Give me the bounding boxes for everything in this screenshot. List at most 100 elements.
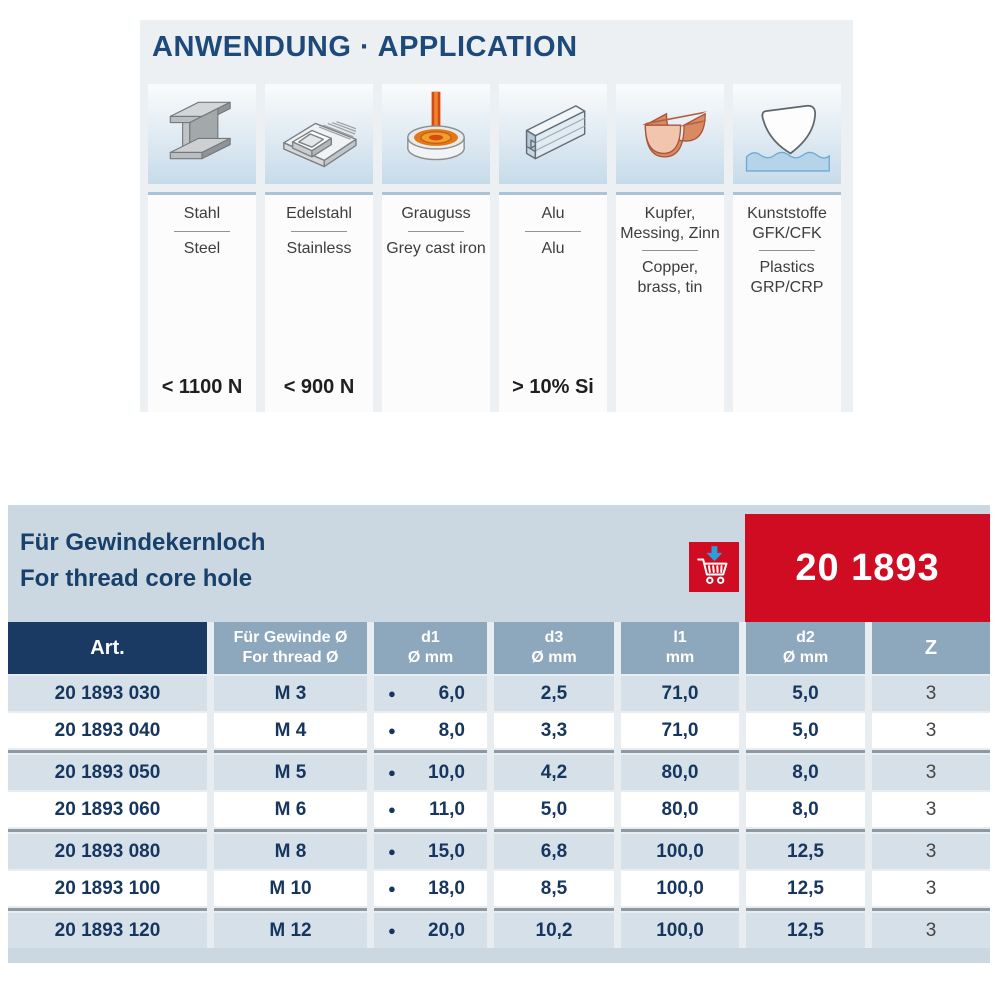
article-number-badge: 20 1893 [745, 514, 990, 622]
cell-art: 20 1893 100 [8, 871, 207, 906]
availability-dot-icon: ● [388, 686, 396, 701]
availability-dot-icon: ● [388, 765, 396, 780]
cell-thread: M 4 [214, 713, 367, 748]
material-name-de: Alu [541, 205, 565, 222]
group-separator [746, 829, 865, 832]
column-header-d2: d2 Ø mm [746, 622, 865, 674]
cell-d2: 12,5 [746, 913, 865, 948]
cell-z: 3 [872, 913, 990, 948]
availability-dot-icon: ● [388, 723, 396, 738]
column-header-l1: l1 mm [621, 622, 739, 674]
column-header-thread: Für Gewinde Ø For thread Ø [214, 622, 367, 674]
cell-d1-value: 18,0 [428, 877, 465, 899]
cell-l1: 71,0 [621, 713, 739, 748]
cell-d1-value: 20,0 [428, 919, 465, 941]
availability-dot-icon: ● [388, 802, 396, 817]
application-tiles [148, 84, 841, 184]
label-divider [642, 250, 698, 252]
cell-d1: ● 11,0 [374, 792, 487, 827]
material-note: > 10% Si [512, 376, 594, 398]
group-separator [746, 750, 865, 753]
application-section: ANWENDUNG · APPLICATION Stahl Steel < 1100… [140, 20, 853, 412]
cell-l1: 80,0 [621, 755, 739, 790]
material-name-de: Kunststoffe GFK/CFK [747, 205, 827, 242]
cell-l1: 100,0 [621, 871, 739, 906]
cell-z: 3 [872, 755, 990, 790]
cell-d3: 8,5 [494, 871, 614, 906]
cell-d1: ● 18,0 [374, 871, 487, 906]
label-divider [291, 230, 347, 232]
cell-z: 3 [872, 834, 990, 869]
material-tile-5 [616, 84, 724, 184]
cell-d3: 5,0 [494, 792, 614, 827]
group-separator [494, 829, 614, 832]
label-divider [174, 230, 230, 232]
cell-z: 3 [872, 792, 990, 827]
cell-art: 20 1893 030 [8, 676, 207, 711]
cell-thread: M 5 [214, 755, 367, 790]
cell-art: 20 1893 060 [8, 792, 207, 827]
cell-z: 3 [872, 871, 990, 906]
group-separator [621, 750, 739, 753]
material-label-column-1: Stahl Steel < 1100 N [148, 192, 256, 412]
cell-d3: 3,3 [494, 713, 614, 748]
application-title: ANWENDUNG · APPLICATION [152, 31, 578, 63]
product-title-de: Für Gewindekernloch [20, 529, 266, 556]
aluminium-profile-icon [509, 90, 597, 178]
group-separator [872, 750, 990, 753]
material-name-de: Grauguss [401, 205, 471, 222]
column-header-art: Art. [8, 622, 207, 674]
cell-l1: 80,0 [621, 792, 739, 827]
cell-d1-value: 15,0 [428, 840, 465, 862]
group-separator [214, 908, 367, 911]
material-tile-1 [148, 84, 256, 184]
product-title: Für Gewindekernloch For thread core hole [20, 525, 265, 597]
cell-art: 20 1893 040 [8, 713, 207, 748]
cell-d1-value: 6,0 [438, 682, 465, 704]
label-divider [759, 250, 815, 252]
material-label-column-6: Kunststoffe GFK/CFK Plastics GRP/CRP [733, 192, 841, 412]
add-to-cart-button[interactable] [688, 542, 740, 592]
cell-d2: 8,0 [746, 755, 865, 790]
group-separator [214, 750, 367, 753]
material-tile-4 [499, 84, 607, 184]
cell-d1-value: 10,0 [428, 761, 465, 783]
cell-d3: 6,8 [494, 834, 614, 869]
cell-d3: 10,2 [494, 913, 614, 948]
material-note: < 900 N [283, 376, 355, 398]
material-label-column-4: Alu Alu > 10% Si [499, 192, 607, 412]
group-separator [872, 829, 990, 832]
material-name-en: Alu [541, 239, 565, 257]
grey-cast-iron-crucible-icon [392, 90, 480, 178]
group-separator [8, 829, 207, 832]
product-table-panel: Für Gewindekernloch For thread core hole [8, 505, 990, 963]
material-tile-3 [382, 84, 490, 184]
application-labels: Stahl Steel < 1100 N Edelstahl Stainless < 90… [148, 192, 841, 412]
label-divider [525, 230, 581, 232]
group-separator [214, 829, 367, 832]
cell-d1-value: 11,0 [429, 798, 465, 820]
material-tile-6 [733, 84, 841, 184]
material-name-en: Steel [183, 239, 221, 257]
material-name-en: Plastics GRP/CRP [750, 259, 824, 296]
column-header-d3: d3 Ø mm [494, 622, 614, 674]
cell-l1: 100,0 [621, 913, 739, 948]
plastics-hull-icon [743, 90, 831, 178]
availability-dot-icon: ● [388, 844, 396, 859]
group-separator [8, 908, 207, 911]
cell-d2: 12,5 [746, 871, 865, 906]
availability-dot-icon: ● [388, 923, 396, 938]
material-name-de: Kupfer, Messing, Zinn [620, 205, 720, 242]
stainless-sink-icon [275, 90, 363, 178]
product-title-en: For thread core hole [20, 565, 253, 592]
cell-d2: 8,0 [746, 792, 865, 827]
cell-thread: M 10 [214, 871, 367, 906]
material-label-column-3: Grauguss Grey cast iron [382, 192, 490, 412]
material-name-de: Stahl [183, 205, 221, 222]
material-label-column-2: Edelstahl Stainless < 900 N [265, 192, 373, 412]
column-header-d1: d1 Ø mm [374, 622, 487, 674]
material-name-en: Grey cast iron [386, 239, 486, 257]
cell-l1: 71,0 [621, 676, 739, 711]
